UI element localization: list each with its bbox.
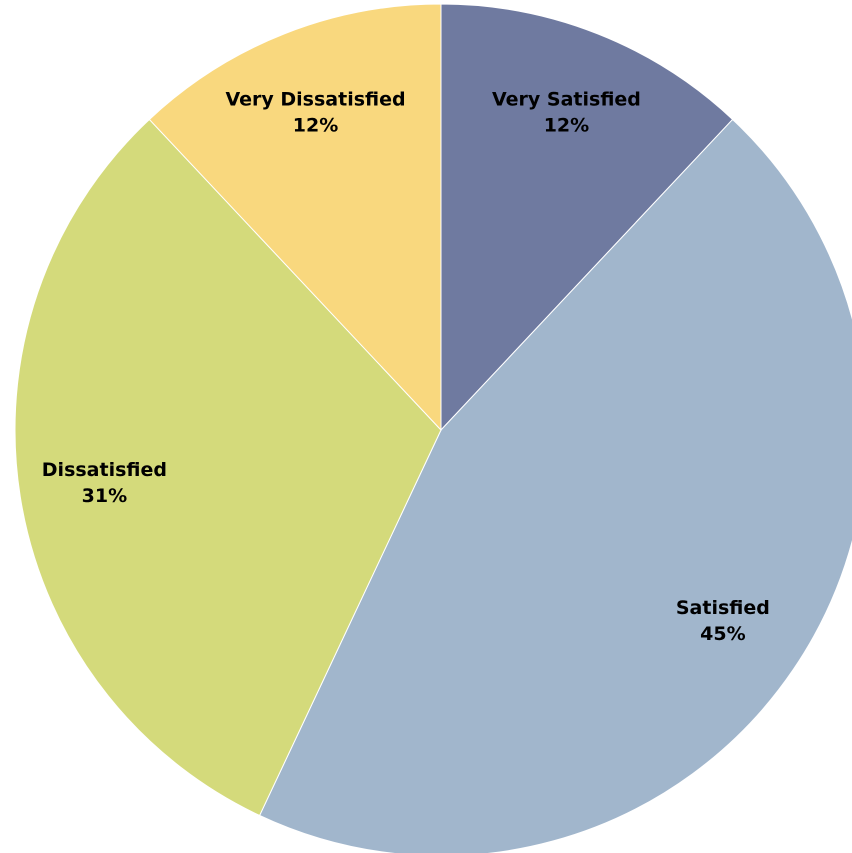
slice-value-label: 12%	[544, 115, 589, 137]
pie-slice	[148, 3, 442, 432]
slice-value-label: 45%	[700, 623, 745, 645]
slice-value-label: 12%	[293, 115, 338, 137]
slice-label: Very Dissatisfied	[225, 89, 405, 111]
pie-slice	[14, 118, 442, 817]
slice-label: Dissatisfied	[42, 459, 167, 481]
pie-slice	[258, 118, 852, 853]
slice-label: Satisfied	[676, 597, 770, 619]
pie-slice	[440, 3, 734, 432]
slice-label: Very Satisfied	[492, 89, 641, 111]
slice-value-label: 31%	[82, 485, 127, 507]
